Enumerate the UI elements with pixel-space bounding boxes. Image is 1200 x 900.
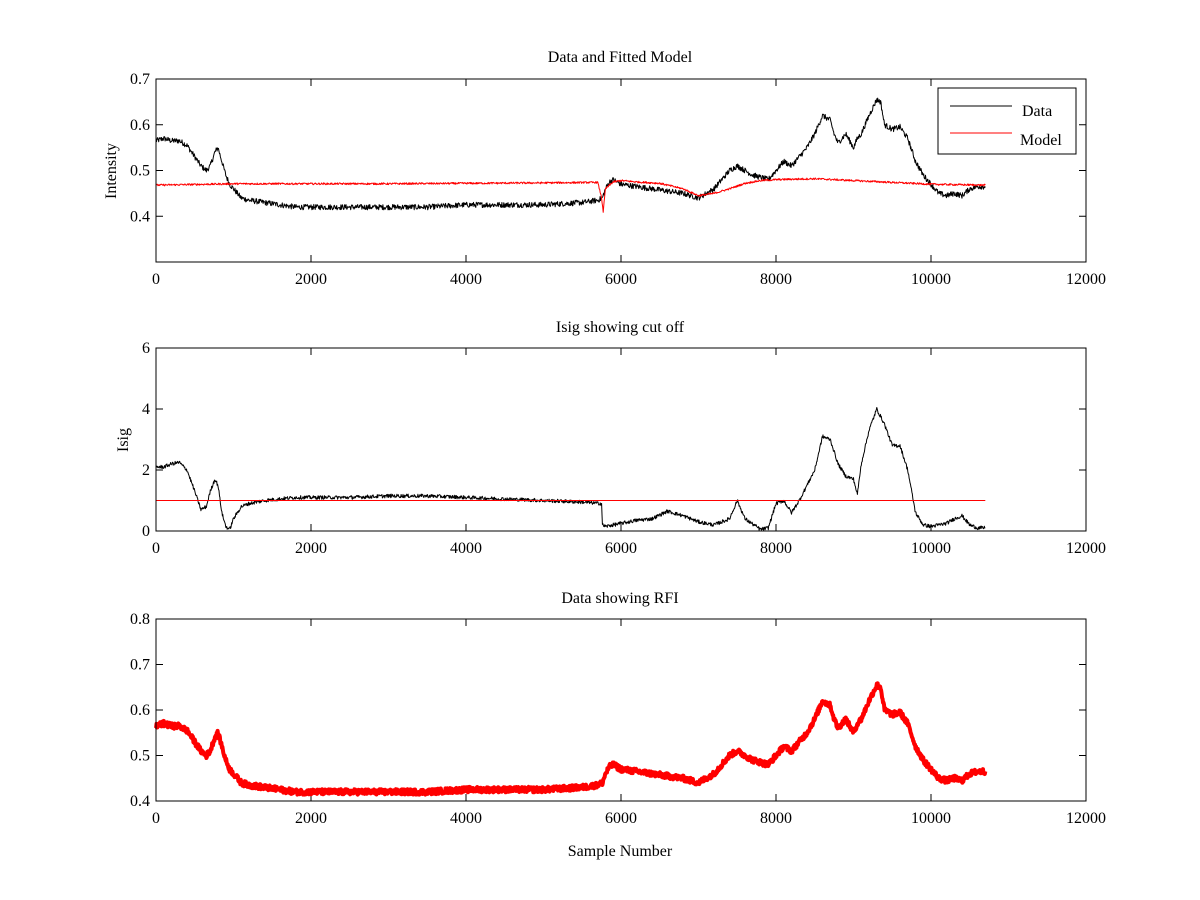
x-tick-label: 12000 <box>1066 271 1106 288</box>
series-layer <box>154 681 988 797</box>
panel-title: Data and Fitted Model <box>548 49 693 66</box>
panel-title: Isig showing cut off <box>556 319 685 336</box>
y-tick-label: 0.7 <box>130 71 150 88</box>
y-tick-label: 0 <box>142 523 150 540</box>
x-tick-label: 2000 <box>295 271 327 288</box>
x-tick-label: 4000 <box>450 271 482 288</box>
y-tick-label: 0.5 <box>130 163 150 180</box>
x-tick-label: 8000 <box>760 271 792 288</box>
y-tick-label: 0.6 <box>130 702 150 719</box>
legend-label-model: Model <box>1020 132 1062 149</box>
x-tick-label: 2000 <box>295 540 327 557</box>
x-tick-label: 12000 <box>1066 810 1106 827</box>
y-tick-label: 6 <box>142 340 150 357</box>
axes-frame <box>155 618 1087 802</box>
x-tick-label: 4000 <box>450 540 482 557</box>
x-axis-label: Sample Number <box>568 843 673 860</box>
series-layer <box>155 407 986 531</box>
y-tick-label: 2 <box>142 462 150 479</box>
y-tick-label: 0.8 <box>130 611 150 628</box>
axes-frame <box>155 347 1087 532</box>
x-tick-label: 6000 <box>605 271 637 288</box>
panel-data-showing-rfi: Data showing RFI Sample Number 0 2000 4000… <box>130 590 1106 860</box>
y-tick-label: 0.7 <box>130 657 150 674</box>
x-tick-label: 10000 <box>911 540 951 557</box>
x-tick-label: 12000 <box>1066 540 1106 557</box>
x-tick-label: 6000 <box>605 810 637 827</box>
panel-isig-cut-off: Isig showing cut off Isig 0 2000 4000 6000 8… <box>115 319 1106 557</box>
series-line-data <box>155 97 986 211</box>
panel-data-fitted-model: Data and Fitted Model Intensity 0 2000 400… <box>103 49 1106 288</box>
x-tick-label: 2000 <box>295 810 327 827</box>
y-axis-label: Intensity <box>103 143 120 199</box>
y-tick-label: 4 <box>142 401 150 418</box>
x-tick-label: 8000 <box>760 540 792 557</box>
x-tick-label: 4000 <box>450 810 482 827</box>
series-line-primary <box>154 681 988 797</box>
series-line-model <box>155 177 986 213</box>
x-tick-label: 8000 <box>760 810 792 827</box>
y-tick-label: 0.6 <box>130 117 150 134</box>
panel-title: Data showing RFI <box>561 590 678 607</box>
y-axis-label: Isig <box>115 428 132 452</box>
x-tick-label: 10000 <box>911 271 951 288</box>
y-tick-label: 0.5 <box>130 748 150 765</box>
y-tick-label: 0.4 <box>130 208 150 225</box>
y-tick-label: 0.4 <box>130 793 150 810</box>
axes-frame <box>155 78 1087 263</box>
legend-label-data: Data <box>1022 103 1052 120</box>
series-layer <box>155 97 986 213</box>
x-tick-label: 0 <box>152 810 160 827</box>
legend: Data Model <box>937 87 1077 155</box>
axis-ticks: 0 2000 4000 6000 8000 10000 12000 0 2 4 6 <box>142 340 1106 557</box>
axis-ticks: 0 2000 4000 6000 8000 10000 12000 0.4 0.5 0.6 0.7 <box>130 71 1106 288</box>
legend-box <box>937 87 1077 155</box>
x-tick-label: 10000 <box>911 810 951 827</box>
x-tick-label: 0 <box>152 540 160 557</box>
x-tick-label: 6000 <box>605 540 637 557</box>
x-tick-label: 0 <box>152 271 160 288</box>
series-line-primary <box>155 407 986 531</box>
